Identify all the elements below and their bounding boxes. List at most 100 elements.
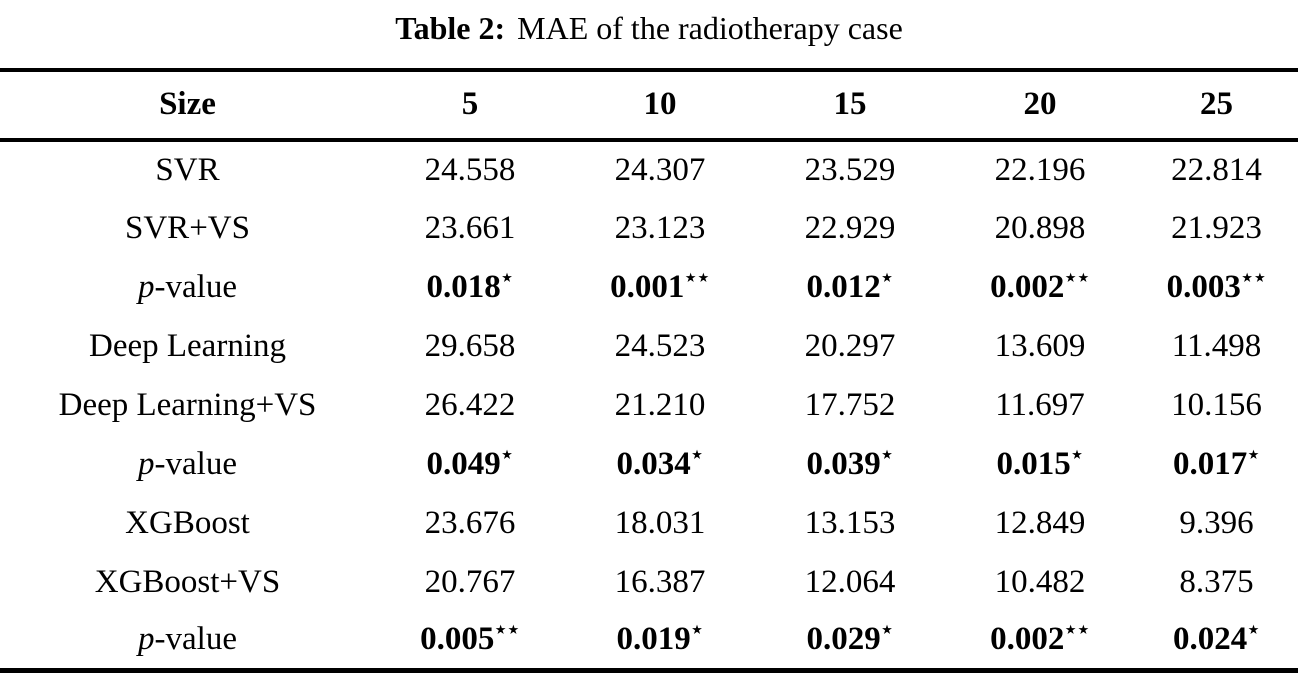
table-caption-text: MAE of the radiotherapy case xyxy=(517,10,903,46)
row-label-text: -value xyxy=(154,268,237,305)
cell-value: 16.387 xyxy=(614,563,706,600)
row-label-text: -value xyxy=(154,621,237,658)
table-row-deep-learning: Deep Learning 29.658 24.523 20.297 13.60… xyxy=(0,317,1298,376)
cell: 9.396 xyxy=(1135,494,1298,553)
cell: 24.523 xyxy=(565,317,755,376)
cell: 24.307 xyxy=(565,140,755,199)
row-label-text: -value xyxy=(154,445,237,482)
cell-value: 13.609 xyxy=(994,327,1086,364)
header-cell-size: Size xyxy=(159,86,216,123)
cell: 0.018⋆ xyxy=(375,258,565,317)
cell-value: 11.498 xyxy=(1171,327,1262,364)
cell: 10.482 xyxy=(945,553,1135,612)
cell: 21.210 xyxy=(565,376,755,435)
header-cell-5: 5 xyxy=(461,86,479,123)
row-label-text: SVR xyxy=(155,151,220,188)
cell-value: 0.018 xyxy=(426,268,501,305)
row-label-text: SVR+VS xyxy=(125,209,250,246)
table-row-xgboost-vs: XGBoost+VS 20.767 16.387 12.064 10.482 8… xyxy=(0,553,1298,612)
header-row: Size 5 10 15 20 25 xyxy=(0,70,1298,140)
row-label: SVR+VS xyxy=(0,199,375,258)
cell-value: 0.015 xyxy=(996,445,1071,482)
cell: 13.609 xyxy=(945,317,1135,376)
significance-star: ⋆ xyxy=(1070,443,1084,466)
cell: 12.849 xyxy=(945,494,1135,553)
cell: 17.752 xyxy=(755,376,945,435)
cell: 16.387 xyxy=(565,553,755,612)
table-caption-label: Table 2: xyxy=(395,10,506,46)
cell-value: 22.814 xyxy=(1171,151,1262,188)
cell-value: 0.012 xyxy=(806,268,881,305)
cell: 23.529 xyxy=(755,140,945,199)
cell-value: 22.929 xyxy=(804,209,896,246)
cell-value: 0.034 xyxy=(616,445,691,482)
cell-value: 10.482 xyxy=(994,563,1086,600)
cell: 0.012⋆ xyxy=(755,258,945,317)
significance-star: ⋆ xyxy=(880,619,894,642)
cell: 20.297 xyxy=(755,317,945,376)
cell: 0.034⋆ xyxy=(565,435,755,494)
row-label-text: Deep Learning+VS xyxy=(58,386,317,423)
cell-value: 0.039 xyxy=(806,445,881,482)
cell-value: 17.752 xyxy=(804,386,896,423)
cell: 8.375 xyxy=(1135,553,1298,612)
row-label: p-value xyxy=(0,258,375,317)
cell-value: 22.196 xyxy=(994,151,1086,188)
table-row-xgboost: XGBoost 23.676 18.031 13.153 12.849 9.39… xyxy=(0,494,1298,553)
mae-table: Size 5 10 15 20 25 SVR 24.558 24.307 23.… xyxy=(0,67,1298,674)
cell-value: 0.005 xyxy=(420,621,495,658)
cell-value: 23.676 xyxy=(424,504,516,541)
cell-value: 23.661 xyxy=(424,209,516,246)
cell-value: 0.019 xyxy=(616,621,691,658)
cell: 12.064 xyxy=(755,553,945,612)
row-label-italic: p xyxy=(138,268,155,305)
significance-star: ⋆⋆ xyxy=(1240,266,1267,289)
cell: 0.039⋆ xyxy=(755,435,945,494)
row-label: XGBoost+VS xyxy=(0,553,375,612)
row-label-text: Deep Learning xyxy=(89,327,286,364)
significance-star: ⋆ xyxy=(880,266,894,289)
cell-value: 13.153 xyxy=(804,504,896,541)
cell-value: 12.849 xyxy=(994,504,1086,541)
cell: 0.001⋆⋆ xyxy=(565,258,755,317)
cell-value: 0.049 xyxy=(426,445,501,482)
cell-value: 26.422 xyxy=(424,386,516,423)
header-cell-10: 10 xyxy=(643,86,677,123)
cell: 11.697 xyxy=(945,376,1135,435)
cell-value: 18.031 xyxy=(614,504,706,541)
cell: 23.676 xyxy=(375,494,565,553)
cell-value: 0.003 xyxy=(1166,268,1241,305)
row-label: Deep Learning xyxy=(0,317,375,376)
table-row-deep-learning-vs: Deep Learning+VS 26.422 21.210 17.752 11… xyxy=(0,376,1298,435)
significance-star: ⋆ xyxy=(1247,619,1261,642)
cell-value: 0.001 xyxy=(610,268,685,305)
cell-value: 0.017 xyxy=(1172,445,1248,482)
table-row-pvalue-deep-learning: p-value 0.049⋆ 0.034⋆ 0.039⋆ 0.015⋆ 0.01… xyxy=(0,435,1298,494)
cell: 20.898 xyxy=(945,199,1135,258)
significance-star: ⋆⋆ xyxy=(494,619,520,642)
cell: 24.558 xyxy=(375,140,565,199)
row-label-text: XGBoost+VS xyxy=(94,563,281,600)
header-cell-15: 15 xyxy=(833,86,867,123)
cell-value: 9.396 xyxy=(1179,504,1254,541)
cell-value: 21.923 xyxy=(1171,209,1262,246)
significance-star: ⋆ xyxy=(690,443,704,466)
cell: 29.658 xyxy=(375,317,565,376)
significance-star: ⋆ xyxy=(500,443,514,466)
header-cell-25: 25 xyxy=(1200,86,1233,123)
cell-value: 20.898 xyxy=(994,209,1086,246)
significance-star: ⋆⋆ xyxy=(1064,266,1090,289)
cell-value: 20.767 xyxy=(424,563,516,600)
cell: 13.153 xyxy=(755,494,945,553)
cell: 11.498 xyxy=(1135,317,1298,376)
cell-value: 23.123 xyxy=(614,209,706,246)
cell: 22.814 xyxy=(1135,140,1298,199)
significance-star: ⋆⋆ xyxy=(1064,619,1090,642)
cell-value: 24.523 xyxy=(614,327,706,364)
table-row-svr-vs: SVR+VS 23.661 23.123 22.929 20.898 21.92… xyxy=(0,199,1298,258)
cell: 0.029⋆ xyxy=(755,612,945,671)
cell: 26.422 xyxy=(375,376,565,435)
header-cell-20: 20 xyxy=(1023,86,1057,123)
cell: 23.661 xyxy=(375,199,565,258)
